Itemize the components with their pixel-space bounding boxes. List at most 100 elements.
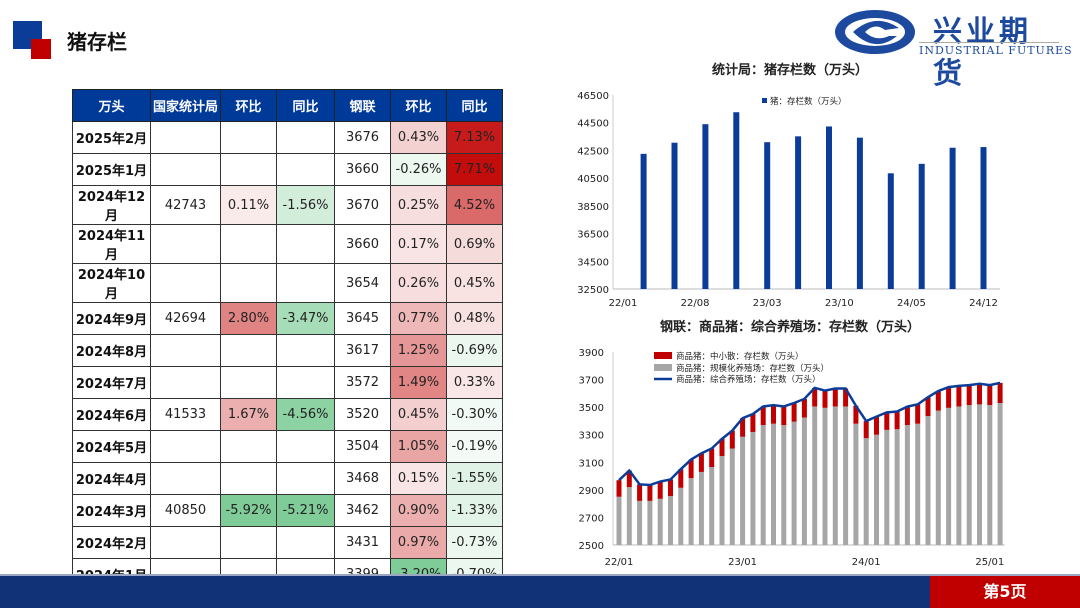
bar-large-scale — [657, 498, 663, 545]
table-cell: 0.90% — [390, 494, 447, 527]
row-label: 2024年9月 — [72, 302, 151, 335]
bar-small-scale — [884, 412, 890, 430]
bar-large-scale — [719, 456, 725, 545]
bar-large-scale — [966, 405, 972, 545]
bar-small-scale — [925, 397, 931, 417]
bar-large-scale — [771, 423, 776, 545]
bar-large-scale — [801, 417, 807, 545]
y-tick-label: 42500 — [577, 146, 609, 157]
table-cell: 3617 — [334, 334, 391, 367]
table-row: 2024年8月 3617 1.25% -0.69% — [72, 334, 503, 367]
table-cell: 0.11% — [220, 185, 277, 225]
bar-large-scale — [678, 487, 684, 545]
legend-swatch — [762, 98, 767, 103]
line-total — [618, 381, 1001, 487]
bar-small-scale — [678, 469, 684, 488]
bar-small-scale — [894, 411, 900, 430]
x-tick-label: 24/01 — [852, 557, 881, 568]
table-cell: 1.49% — [390, 366, 447, 399]
bar-small-scale — [709, 448, 715, 468]
bar-large-scale — [977, 404, 982, 545]
column-header: 环比 — [220, 89, 277, 122]
table-cell — [150, 366, 221, 399]
x-tick-label: 23/10 — [825, 298, 854, 309]
table-cell: -5.92% — [220, 494, 277, 527]
bar-small-scale — [843, 388, 849, 407]
table-cell: 3660 — [334, 224, 391, 264]
x-tick-label: 22/01 — [609, 298, 638, 309]
logo-divider — [919, 42, 1059, 43]
bar-small-scale — [987, 385, 993, 406]
table-cell — [220, 224, 277, 264]
bar-large-scale — [760, 425, 766, 545]
bar-small-scale — [637, 484, 643, 501]
bar-small-scale — [647, 485, 653, 501]
bar-small-scale — [688, 459, 694, 479]
bar-large-scale — [637, 500, 643, 545]
legend-swatch — [654, 352, 672, 359]
row-label: 2024年10月 — [72, 263, 151, 303]
bar-small-scale — [946, 387, 952, 408]
table-cell — [150, 224, 221, 264]
bar-small-scale — [791, 403, 797, 422]
legend-label: 商品猪：规模化养殖场：存栏数（万头） — [676, 363, 829, 374]
y-tick-label: 38500 — [577, 202, 609, 213]
table-cell: 0.77% — [390, 302, 447, 335]
y-tick-label: 2900 — [579, 486, 604, 497]
table-row: 2024年2月 3431 0.97% -0.73% — [72, 526, 503, 559]
y-tick-label: 3900 — [579, 348, 604, 359]
table-cell — [150, 462, 221, 495]
legend-swatch — [654, 364, 672, 371]
column-header: 万头 — [72, 89, 151, 122]
x-tick-label: 22/08 — [681, 298, 710, 309]
bar-small-scale — [853, 405, 859, 424]
y-tick-label: 2500 — [579, 541, 604, 552]
table-cell: 3504 — [334, 430, 391, 463]
row-label: 2024年12月 — [72, 185, 151, 225]
logo-square-red — [31, 39, 51, 59]
logo-text-en: INDUSTRIAL FUTURES — [919, 44, 1073, 57]
table-cell: 7.13% — [446, 121, 503, 154]
bar-small-scale — [977, 383, 982, 405]
table-cell — [220, 526, 277, 559]
column-header: 同比 — [276, 89, 335, 122]
table-row: 2024年3月 40850 -5.92% -5.21% 3462 0.90% -1.33% — [72, 494, 503, 527]
bar-large-scale — [956, 406, 962, 545]
bar-large-scale — [832, 406, 838, 545]
bar-large-scale — [812, 406, 818, 545]
table-row: 2024年4月 3468 0.15% -1.55% — [72, 462, 503, 495]
table-cell: 2.80% — [220, 302, 277, 335]
y-tick-label: 3100 — [579, 458, 604, 469]
bar-small-scale — [760, 406, 766, 426]
table-cell: -1.33% — [446, 494, 503, 527]
table-cell: 1.25% — [390, 334, 447, 367]
logo-emblem-icon — [835, 10, 915, 54]
x-tick-label: 24/12 — [969, 298, 998, 309]
table-cell: 0.45% — [446, 263, 503, 303]
table-cell: -0.69% — [446, 334, 503, 367]
bar-small-scale — [915, 404, 921, 424]
bar-large-scale — [894, 429, 900, 545]
bar-small-scale — [997, 382, 1003, 404]
x-tick-label: 25/01 — [975, 557, 1004, 568]
bar-small-scale — [698, 453, 704, 472]
y-tick-label: 44500 — [577, 119, 609, 130]
table-row: 2024年11月 3660 0.17% 0.69% — [72, 224, 503, 264]
table-cell: 0.25% — [390, 185, 447, 225]
bar-large-scale — [781, 425, 787, 545]
legend-label: 商品猪：综合养殖场：存栏数（万头） — [676, 374, 821, 385]
table-cell: 0.48% — [446, 302, 503, 335]
y-tick-label: 40500 — [577, 174, 609, 185]
column-header: 同比 — [446, 89, 503, 122]
bar-small-scale — [904, 406, 910, 426]
bar — [733, 112, 740, 290]
bar-small-scale — [729, 430, 735, 449]
table-cell: 0.33% — [446, 366, 503, 399]
row-label: 2024年3月 — [72, 494, 151, 527]
bar-large-scale — [791, 421, 797, 545]
table-row: 2024年6月 41533 1.67% -4.56% 3520 0.45% -0.30% — [72, 398, 503, 431]
bar-large-scale — [843, 406, 849, 545]
row-label: 2024年4月 — [72, 462, 151, 495]
column-header: 环比 — [390, 89, 447, 122]
x-tick-label: 23/03 — [753, 298, 782, 309]
